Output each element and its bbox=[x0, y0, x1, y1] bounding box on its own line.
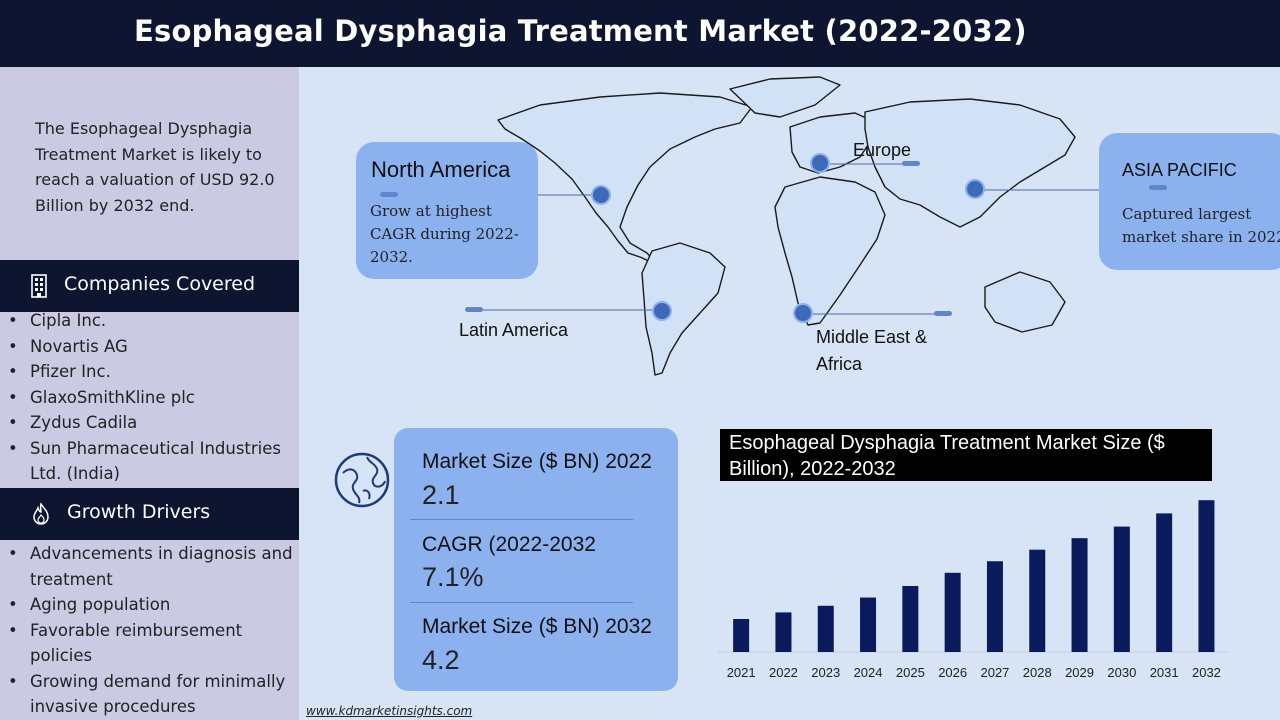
world-map bbox=[497, 76, 1076, 376]
bar bbox=[817, 605, 834, 652]
stat-label: Market Size ($ BN) 2022 bbox=[422, 450, 652, 473]
asia-shape bbox=[864, 98, 1076, 228]
drivers-header: Growth Drivers bbox=[0, 488, 299, 540]
list-item: Zydus Cadila bbox=[0, 410, 299, 436]
divider bbox=[410, 519, 633, 520]
x-tick-label: 2029 bbox=[1065, 665, 1094, 680]
stat-value: 7.1% bbox=[422, 562, 484, 592]
list-item: Pfizer Inc. bbox=[0, 359, 299, 385]
north-america-title: North America bbox=[371, 157, 511, 182]
stat-label: Market Size ($ BN) 2032 bbox=[422, 615, 652, 638]
bar bbox=[860, 597, 877, 652]
north-america-card: North America Grow at highest CAGR durin… bbox=[356, 142, 538, 279]
africa-shape bbox=[774, 176, 886, 326]
bar bbox=[1029, 549, 1046, 652]
x-tick-label: 2027 bbox=[980, 665, 1009, 680]
bar bbox=[986, 561, 1003, 652]
list-item: Sun Pharmaceutical Industries Ltd. (Indi… bbox=[0, 436, 299, 487]
list-item: Favorable reimbursement policies bbox=[0, 618, 299, 669]
dash-decoration bbox=[934, 311, 952, 316]
drivers-list: Advancements in diagnosis and treatmentA… bbox=[0, 541, 299, 720]
bar bbox=[1113, 526, 1130, 652]
chart-title-box: Esophageal Dysphagia Treatment Market Si… bbox=[720, 429, 1212, 481]
x-tick-label: 2032 bbox=[1192, 665, 1221, 680]
x-tick-label: 2026 bbox=[938, 665, 967, 680]
south-america-shape bbox=[641, 242, 726, 376]
asia-pacific-title: ASIA PACIFIC bbox=[1122, 160, 1237, 180]
list-item: Advancements in diagnosis and treatment bbox=[0, 541, 299, 592]
globe-icon bbox=[333, 451, 391, 509]
divider bbox=[410, 602, 633, 603]
list-item: Cipla Inc. bbox=[0, 308, 299, 334]
mea-title: Middle East & Africa bbox=[816, 327, 928, 374]
drivers-heading: Growth Drivers bbox=[67, 501, 211, 523]
north-america-desc: Grow at highest CAGR during 2022-2032. bbox=[370, 202, 519, 266]
x-tick-label: 2021 bbox=[727, 665, 756, 680]
x-tick-label: 2028 bbox=[1023, 665, 1052, 680]
intro-text: The Esophageal Dysphagia Treatment Marke… bbox=[35, 119, 275, 215]
stat-label: CAGR (2022-2032 bbox=[422, 533, 596, 556]
bar bbox=[944, 572, 961, 652]
stat-value: 4.2 bbox=[422, 645, 460, 675]
source-link[interactable]: www.kdmarketinsights.com bbox=[306, 704, 473, 718]
bar bbox=[775, 612, 792, 652]
bar bbox=[733, 619, 750, 652]
x-tick-label: 2024 bbox=[854, 665, 883, 680]
australia-shape bbox=[984, 271, 1066, 333]
header-bar: Esophageal Dysphagia Treatment Market (2… bbox=[0, 0, 1280, 67]
x-tick-label: 2030 bbox=[1107, 665, 1136, 680]
companies-heading: Companies Covered bbox=[64, 273, 256, 295]
x-tick-label: 2023 bbox=[811, 665, 840, 680]
greenland-shape bbox=[729, 76, 841, 118]
stat-value: 2.1 bbox=[422, 480, 460, 510]
asia-pacific-desc: Captured largest market share in 2022 bbox=[1122, 205, 1280, 246]
x-tick-label: 2022 bbox=[769, 665, 798, 680]
list-item: Aging population bbox=[0, 592, 299, 618]
x-tick-label: 2025 bbox=[896, 665, 925, 680]
companies-header: Companies Covered bbox=[0, 260, 299, 312]
market-size-chart: 2021 2022 2023 2024 2025 2026 2027 2028 2029 2030… bbox=[718, 500, 1228, 680]
dash-decoration bbox=[465, 307, 483, 312]
europe-title: Europe bbox=[853, 140, 912, 160]
list-item: GlaxoSmithKline plc bbox=[0, 385, 299, 411]
building-icon bbox=[28, 274, 50, 298]
companies-list: Cipla Inc.Novartis AGPfizer Inc.GlaxoSmi… bbox=[0, 308, 299, 487]
stats-card: Market Size ($ BN) 2022 2.1 CAGR (2022-2… bbox=[394, 428, 678, 691]
bar bbox=[1156, 513, 1173, 652]
bar bbox=[1071, 538, 1088, 652]
list-item: Novartis AG bbox=[0, 334, 299, 360]
dash-decoration bbox=[380, 192, 398, 197]
bar bbox=[1198, 500, 1215, 652]
list-item: Growing demand for minimally invasive pr… bbox=[0, 669, 299, 720]
asia-pacific-card: ASIA PACIFIC Captured largest market sha… bbox=[1099, 133, 1280, 270]
flame-icon bbox=[30, 502, 52, 526]
latin-america-title: Latin America bbox=[459, 320, 569, 340]
page-title: Esophageal Dysphagia Treatment Market (2… bbox=[134, 14, 1027, 48]
left-panel: The Esophageal Dysphagia Treatment Marke… bbox=[0, 67, 299, 720]
dash-decoration bbox=[1149, 185, 1167, 190]
chart-title: Esophageal Dysphagia Treatment Market Si… bbox=[729, 432, 1165, 480]
dash-decoration bbox=[902, 161, 920, 166]
bar bbox=[902, 586, 919, 652]
x-tick-label: 2031 bbox=[1150, 665, 1179, 680]
